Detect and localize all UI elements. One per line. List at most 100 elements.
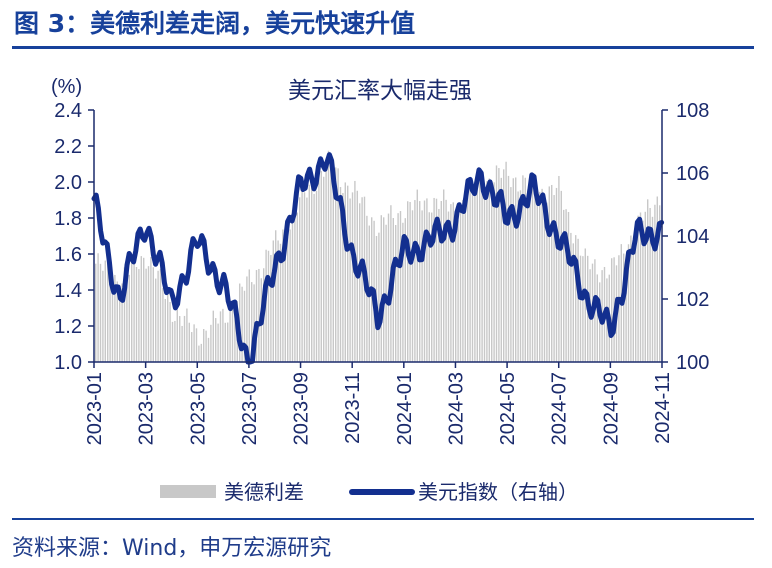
spread-bar [440,200,442,362]
spread-bar [255,270,258,362]
spread-bar [498,168,500,362]
spread-bar [553,195,555,362]
spread-bar [404,218,406,362]
spread-bar [361,197,363,362]
spread-bar [584,248,586,362]
spread-bar [575,235,577,362]
spread-bar [524,177,526,362]
spread-bar [159,268,162,362]
spread-bar [630,235,632,362]
left-tick-label: 1.2 [54,316,82,338]
spread-bar [332,174,334,362]
dxy-line [91,152,665,365]
spread-bar [272,240,274,362]
spread-bar [311,181,313,362]
left-axis-unit: (%) [51,76,82,98]
spread-bar [505,161,507,362]
spread-bar [97,253,99,362]
spread-bar [459,203,462,362]
spread-bar [423,200,426,362]
spread-bar [611,258,613,362]
spread-bar [649,207,651,362]
left-axis-ticks: 1.0 1.2 1.4 1.6 1.8 2.0 2.2 2.4 [54,100,94,374]
x-axis-ticks: 2023-01 2023-03 2023-05 2023-07 2023-09 2023-… [84,362,674,445]
spread-bar [637,215,639,362]
spread-bar [639,212,642,362]
spread-bar [152,267,154,362]
spread-bar [301,183,303,362]
spread-bar [503,169,505,362]
spread-bar [337,168,339,362]
right-tick-label: 106 [676,163,709,185]
spread-bar [95,263,97,362]
spread-bar [200,343,202,362]
spread-bar [428,212,430,362]
spread-bar [395,225,397,362]
x-tick-label: 2024-01 [394,372,416,445]
spread-bar [111,284,114,362]
spread-bar [287,237,289,362]
spread-bar [270,255,272,362]
spread-bar [488,178,490,362]
spread-bar [210,324,212,362]
spread-bar [507,175,510,362]
spread-bar [447,211,450,362]
spread-bar [342,193,344,362]
spread-bar [215,318,217,362]
spread-bar [121,283,123,362]
spread-bar [116,281,118,362]
spread-bar [133,253,135,362]
left-tick-label: 1.6 [54,244,82,266]
spread-bar [476,182,478,362]
spread-bar [527,189,529,362]
left-tick-label: 2.0 [54,172,82,194]
x-tick-label: 2023-01 [84,372,106,445]
x-tick-label: 2024-05 [497,372,519,445]
spread-bar [656,196,658,362]
x-tick-label: 2023-03 [136,372,158,445]
spread-bar [493,182,495,362]
spread-bar [534,189,536,362]
spread-bar [471,184,474,362]
spread-bar [659,205,661,362]
spread-bar [212,310,214,362]
left-tick-label: 1.4 [54,280,82,302]
spread-bar [378,232,380,362]
spread-bar [231,306,234,362]
x-tick-label: 2023-07 [239,372,261,445]
spread-bar [205,330,207,362]
spread-bar [217,323,219,362]
spread-bar [234,313,236,362]
legend-dxy-label: 美元指数（右轴） [418,480,578,504]
spread-bar [143,257,145,362]
x-tick-label: 2024-11 [652,372,674,444]
left-tick-label: 2.2 [54,136,82,158]
spread-bar [455,218,457,362]
spread-bar [445,199,447,362]
spread-bar [426,198,428,362]
spread-bar [277,240,279,362]
spread-bar [632,242,634,362]
spread-bar [155,278,157,362]
right-axis-ticks: 100 102 104 106 108 [662,100,709,374]
spread-bar [522,175,524,362]
spread-bar [517,191,519,362]
title-rule [12,46,754,49]
spread-bar [131,259,133,362]
spread-bar [135,267,138,362]
spread-bar [203,329,205,362]
spread-bar [222,308,224,362]
spread-bar [289,229,291,362]
spread-bar [191,332,193,362]
spread-bar [551,184,553,362]
spread-bar [387,213,390,362]
spread-bar [500,177,502,362]
spread-bar [380,215,382,362]
spread-bar [344,182,346,362]
spread-bar [282,229,284,362]
left-tick-label: 1.0 [54,352,82,374]
spread-bar [299,197,301,362]
spread-bar [195,328,198,362]
figure-title: 图 3：美德利差走阔，美元快速升值 [14,9,416,38]
